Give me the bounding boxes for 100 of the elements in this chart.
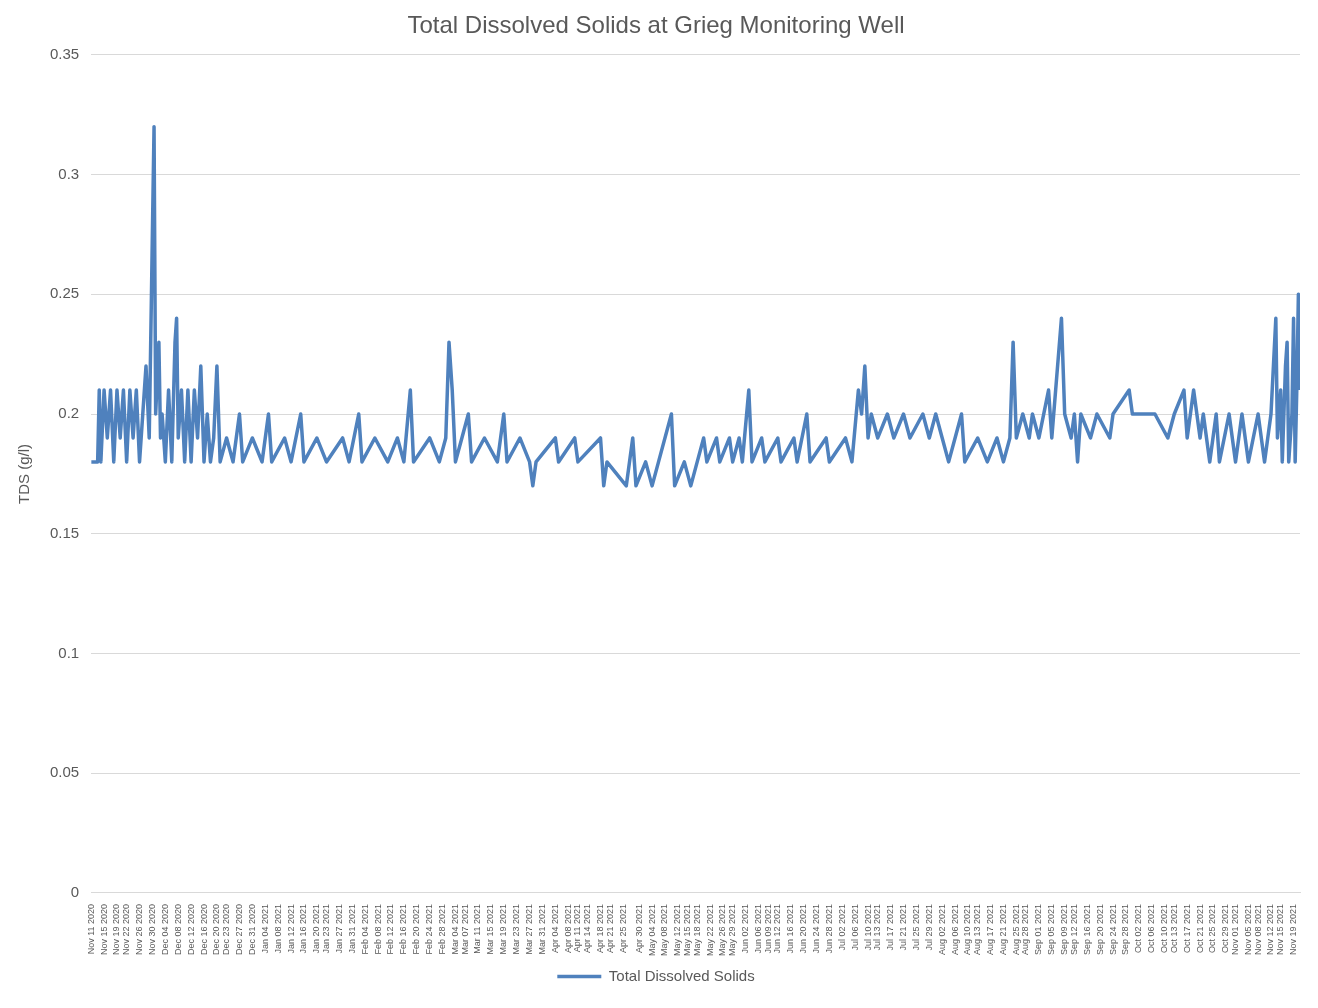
- x-tick-label: May 18 2021: [691, 903, 702, 957]
- x-tick-label: Jul 10 2021: [862, 903, 873, 951]
- x-tick-label: Nov 01 2021: [1230, 903, 1241, 956]
- x-tick-label: Nov 05 2021: [1242, 903, 1253, 956]
- x-tick-label: Dec 20 2020: [211, 903, 222, 956]
- x-tick-label: Jun 28 2021: [823, 903, 834, 954]
- x-tick-label: Jul 25 2021: [910, 903, 921, 951]
- x-tick-label: May 04 2021: [646, 903, 657, 957]
- x-tick-label: Aug 21 2021: [997, 903, 1008, 956]
- x-tick-label: Jun 20 2021: [798, 903, 809, 954]
- x-tick-label: Nov 19 2021: [1288, 903, 1299, 956]
- x-tick-label: Apr 08 2021: [562, 903, 573, 954]
- x-tick-label: Apr 21 2021: [604, 903, 615, 954]
- x-tick-label: Mar 31 2021: [536, 903, 547, 955]
- x-tick-label: Jan 31 2021: [346, 903, 357, 954]
- x-tick-label: Apr 25 2021: [617, 903, 628, 954]
- x-tick-label: Oct 17 2021: [1181, 903, 1192, 954]
- x-tick-label: Feb 24 2021: [424, 903, 435, 955]
- x-tick-label: Oct 25 2021: [1207, 903, 1218, 954]
- x-tick-label: Sep 20 2021: [1094, 903, 1105, 956]
- y-axis-title: TDS (g/l): [15, 443, 33, 504]
- x-tick-label: Apr 11 2021: [572, 903, 583, 953]
- x-tick-label: Oct 13 2021: [1168, 903, 1179, 954]
- x-tick-label: Dec 23 2020: [221, 903, 232, 956]
- x-tick-label: Mar 04 2021: [449, 903, 460, 955]
- x-tick-label: Oct 06 2021: [1146, 903, 1157, 954]
- x-tick-label: Jan 27 2021: [333, 903, 344, 954]
- y-tick-label: 0.35: [49, 44, 80, 62]
- x-tick-label: Aug 17 2021: [985, 903, 996, 956]
- chart-title: Total Dissolved Solids at Grieg Monitoring Well: [407, 11, 905, 39]
- x-tick-label: May 12 2021: [672, 903, 683, 957]
- x-tick-label: Dec 12 2020: [185, 903, 196, 956]
- x-tick-label: Apr 18 2021: [594, 903, 605, 954]
- x-tick-label: Jul 21 2021: [898, 903, 908, 951]
- y-tick-label: 0.3: [58, 164, 80, 182]
- x-tick-label: Jan 12 2021: [285, 903, 296, 954]
- x-tick-label: Nov 30 2020: [146, 903, 157, 956]
- x-tick-label: Mar 27 2021: [524, 903, 535, 955]
- x-tick-label: Jan 16 2021: [298, 903, 309, 954]
- x-tick-label: Feb 12 2021: [385, 903, 396, 955]
- y-tick-label: 0.05: [49, 763, 80, 781]
- x-tick-label: Apr 14 2021: [582, 903, 593, 954]
- x-tick-label: Mar 19 2021: [498, 903, 509, 955]
- x-tick-label: Oct 10 2021: [1159, 903, 1170, 954]
- y-tick-label: 0.15: [49, 523, 80, 541]
- x-tick-label: Sep 24 2021: [1107, 903, 1118, 956]
- x-tick-label: Dec 04 2020: [159, 903, 170, 956]
- y-tick-label: 0.2: [58, 404, 80, 422]
- x-tick-label: Aug 02 2021: [936, 903, 947, 956]
- x-tick-label: Sep 05 2021: [1046, 903, 1057, 956]
- x-tick-label: Nov 22 2020: [121, 903, 132, 956]
- x-tick-label: Feb 16 2021: [398, 903, 409, 955]
- x-tick-label: Mar 07 2021: [459, 903, 470, 955]
- y-tick-label: 0.25: [49, 284, 80, 302]
- x-tick-label: Jan 23 2021: [320, 903, 331, 954]
- x-tick-label: Nov 11 2020: [85, 903, 96, 955]
- x-tick-label: Dec 16 2020: [198, 903, 209, 956]
- legend-label: Total Dissolved Solids: [608, 966, 755, 984]
- x-tick-label: Nov 26 2020: [134, 903, 145, 956]
- x-tick-label: Jun 12 2021: [772, 903, 783, 954]
- x-tick-label: Aug 13 2021: [972, 903, 983, 956]
- x-tick-label: May 15 2021: [682, 903, 693, 957]
- x-tick-label: Jun 02 2021: [740, 903, 751, 954]
- x-tick-label: Dec 08 2020: [172, 903, 183, 956]
- y-tick-label: 0: [70, 883, 80, 901]
- x-tick-label: Jun 06 2021: [752, 903, 763, 954]
- x-tick-label: Mar 15 2021: [485, 903, 496, 955]
- x-tick-label: Mar 11 2021: [472, 903, 483, 954]
- x-tick-label: Sep 28 2021: [1120, 903, 1131, 956]
- x-tick-label: Sep 12 2021: [1068, 903, 1079, 956]
- x-tick-label: May 08 2021: [659, 903, 670, 957]
- x-tick-label: Mar 23 2021: [511, 903, 522, 955]
- x-tick-label: Jan 04 2021: [259, 903, 270, 954]
- x-tick-label: Nov 08 2021: [1252, 903, 1263, 956]
- x-tick-label: Jan 20 2021: [311, 903, 322, 954]
- x-tick-label: Oct 29 2021: [1220, 903, 1231, 954]
- x-tick-label: Aug 28 2021: [1020, 903, 1031, 956]
- x-tick-label: Dec 27 2020: [233, 903, 244, 956]
- x-tick-label: May 29 2021: [727, 903, 738, 957]
- x-tick-label: Jun 09 2021: [762, 903, 773, 954]
- x-tick-label: Feb 20 2021: [411, 903, 422, 955]
- x-tick-label: Nov 19 2020: [111, 903, 122, 956]
- x-tick-label: Apr 04 2021: [549, 903, 560, 954]
- x-tick-label: Feb 08 2021: [372, 903, 383, 955]
- x-tick-label: Oct 21 2021: [1194, 903, 1205, 954]
- x-tick-label: Apr 30 2021: [633, 903, 644, 954]
- x-tick-label: Jul 06 2021: [849, 903, 860, 951]
- x-tick-label: Jan 08 2021: [272, 903, 283, 954]
- x-tick-label: Feb 04 2021: [359, 903, 370, 955]
- x-tick-label: Jul 02 2021: [836, 903, 847, 951]
- x-tick-label: Sep 16 2021: [1081, 903, 1092, 956]
- x-tick-label: Jun 24 2021: [810, 903, 821, 954]
- x-tick-label: Sep 09 2021: [1059, 903, 1070, 956]
- x-tick-label: Aug 10 2021: [962, 903, 973, 956]
- x-tick-label: Aug 25 2021: [1010, 903, 1021, 956]
- x-tick-label: Feb 28 2021: [437, 903, 448, 955]
- x-tick-label: Nov 15 2021: [1275, 903, 1286, 956]
- x-tick-label: Aug 06 2021: [949, 903, 960, 956]
- x-tick-label: Nov 12 2021: [1265, 903, 1276, 956]
- x-tick-label: Jul 29 2021: [923, 903, 934, 951]
